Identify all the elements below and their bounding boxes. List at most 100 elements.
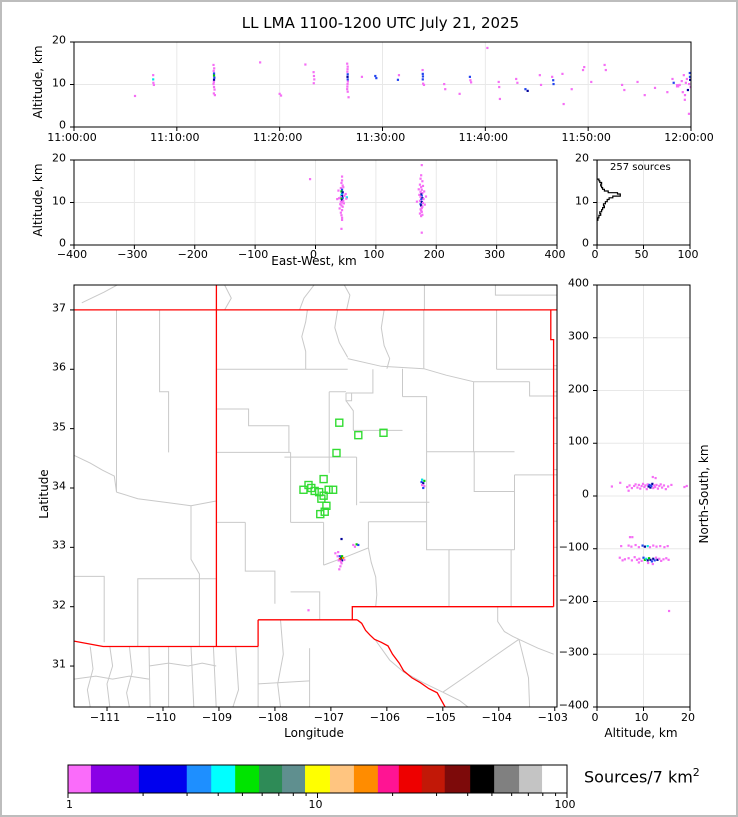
source-point bbox=[278, 92, 281, 95]
source-point bbox=[346, 78, 349, 81]
source-point bbox=[346, 75, 349, 78]
colorbar-segment bbox=[542, 765, 568, 793]
county-line bbox=[442, 691, 469, 707]
source-point bbox=[651, 482, 654, 485]
source-point bbox=[423, 190, 426, 193]
source-point bbox=[642, 556, 645, 559]
time-panel-group bbox=[133, 46, 691, 115]
source-point bbox=[621, 83, 624, 87]
source-point bbox=[618, 556, 621, 559]
source-point bbox=[640, 484, 643, 488]
county-line bbox=[367, 547, 378, 607]
source-point bbox=[686, 88, 690, 92]
source-point bbox=[637, 561, 640, 564]
source-point bbox=[623, 558, 626, 561]
source-point bbox=[685, 484, 688, 488]
source-point bbox=[420, 164, 423, 167]
source-point bbox=[337, 189, 340, 192]
source-point bbox=[653, 86, 657, 89]
map-frame bbox=[73, 284, 558, 708]
source-point bbox=[340, 204, 343, 207]
y-tick-label: −300 bbox=[558, 645, 589, 659]
county-line bbox=[116, 491, 217, 507]
source-point bbox=[667, 609, 671, 613]
y-tick-label: 32 bbox=[52, 598, 66, 612]
source-point bbox=[420, 215, 423, 218]
map-ylabel: Latitude bbox=[37, 469, 51, 519]
source-point bbox=[619, 481, 622, 484]
y-tick-label: 0 bbox=[59, 118, 66, 132]
y-tick-label: 34 bbox=[52, 479, 66, 493]
source-point bbox=[660, 559, 663, 562]
source-point bbox=[422, 482, 425, 485]
source-point bbox=[360, 75, 364, 78]
x-tick-label: −110 bbox=[145, 711, 177, 724]
source-point bbox=[339, 195, 342, 199]
colorbar-segment bbox=[494, 765, 520, 793]
source-point bbox=[647, 561, 650, 565]
x-tick-label: 20 bbox=[681, 711, 695, 724]
county-line bbox=[232, 646, 240, 707]
county-line bbox=[345, 400, 354, 431]
ns-panel-group bbox=[610, 475, 688, 613]
source-point bbox=[672, 81, 675, 84]
county-line bbox=[518, 638, 554, 655]
source-point bbox=[312, 71, 315, 74]
y-tick-label: 0 bbox=[59, 236, 66, 250]
colorbar-segment bbox=[398, 765, 423, 793]
source-point bbox=[458, 92, 461, 95]
source-point bbox=[336, 555, 339, 558]
source-point bbox=[421, 478, 424, 481]
source-point bbox=[342, 202, 345, 205]
y-tick-label: 400 bbox=[568, 276, 589, 290]
source-point bbox=[420, 188, 423, 191]
source-point bbox=[374, 74, 377, 78]
source-point bbox=[307, 609, 310, 612]
lma-station-marker bbox=[316, 509, 325, 519]
source-point bbox=[341, 205, 344, 208]
source-point bbox=[552, 79, 555, 82]
source-point bbox=[340, 555, 344, 558]
colorbar-segment bbox=[519, 765, 543, 793]
x-tick-label: 0 bbox=[591, 248, 599, 261]
source-point bbox=[630, 559, 633, 562]
county-line bbox=[343, 285, 351, 311]
source-point bbox=[339, 186, 342, 190]
source-point bbox=[659, 483, 662, 486]
source-point bbox=[338, 568, 341, 571]
county-line bbox=[277, 619, 284, 707]
source-point bbox=[340, 195, 344, 198]
colorbar-segment bbox=[305, 765, 331, 793]
county-line bbox=[224, 285, 232, 311]
source-point bbox=[689, 78, 691, 81]
source-point bbox=[655, 483, 658, 487]
source-point bbox=[420, 480, 423, 484]
source-point bbox=[346, 70, 349, 73]
county-line bbox=[345, 393, 353, 402]
source-point bbox=[152, 83, 155, 87]
state-border-line bbox=[356, 619, 446, 707]
county-line bbox=[190, 646, 195, 707]
source-point bbox=[212, 78, 216, 81]
source-point bbox=[604, 68, 607, 72]
colorbar-segment bbox=[353, 765, 379, 793]
x-tick-label: −107 bbox=[313, 711, 344, 724]
source-point bbox=[339, 556, 343, 560]
source-point bbox=[342, 186, 345, 189]
x-tick-label: 11:00:00 bbox=[47, 131, 97, 144]
x-tick-label: −108 bbox=[257, 711, 289, 724]
source-point bbox=[420, 193, 423, 196]
source-point bbox=[561, 72, 564, 75]
lma-station-marker bbox=[324, 485, 333, 494]
county-line bbox=[426, 521, 450, 607]
source-point bbox=[346, 90, 349, 93]
source-point bbox=[663, 546, 666, 549]
y-tick-label: 20 bbox=[52, 33, 66, 47]
x-tick-label: 11:30:00 bbox=[355, 131, 406, 144]
source-point bbox=[421, 78, 424, 81]
y-tick-label: 10 bbox=[575, 194, 589, 207]
source-point bbox=[646, 545, 649, 548]
source-point bbox=[627, 489, 630, 492]
source-point bbox=[689, 85, 691, 89]
source-point bbox=[346, 85, 349, 88]
